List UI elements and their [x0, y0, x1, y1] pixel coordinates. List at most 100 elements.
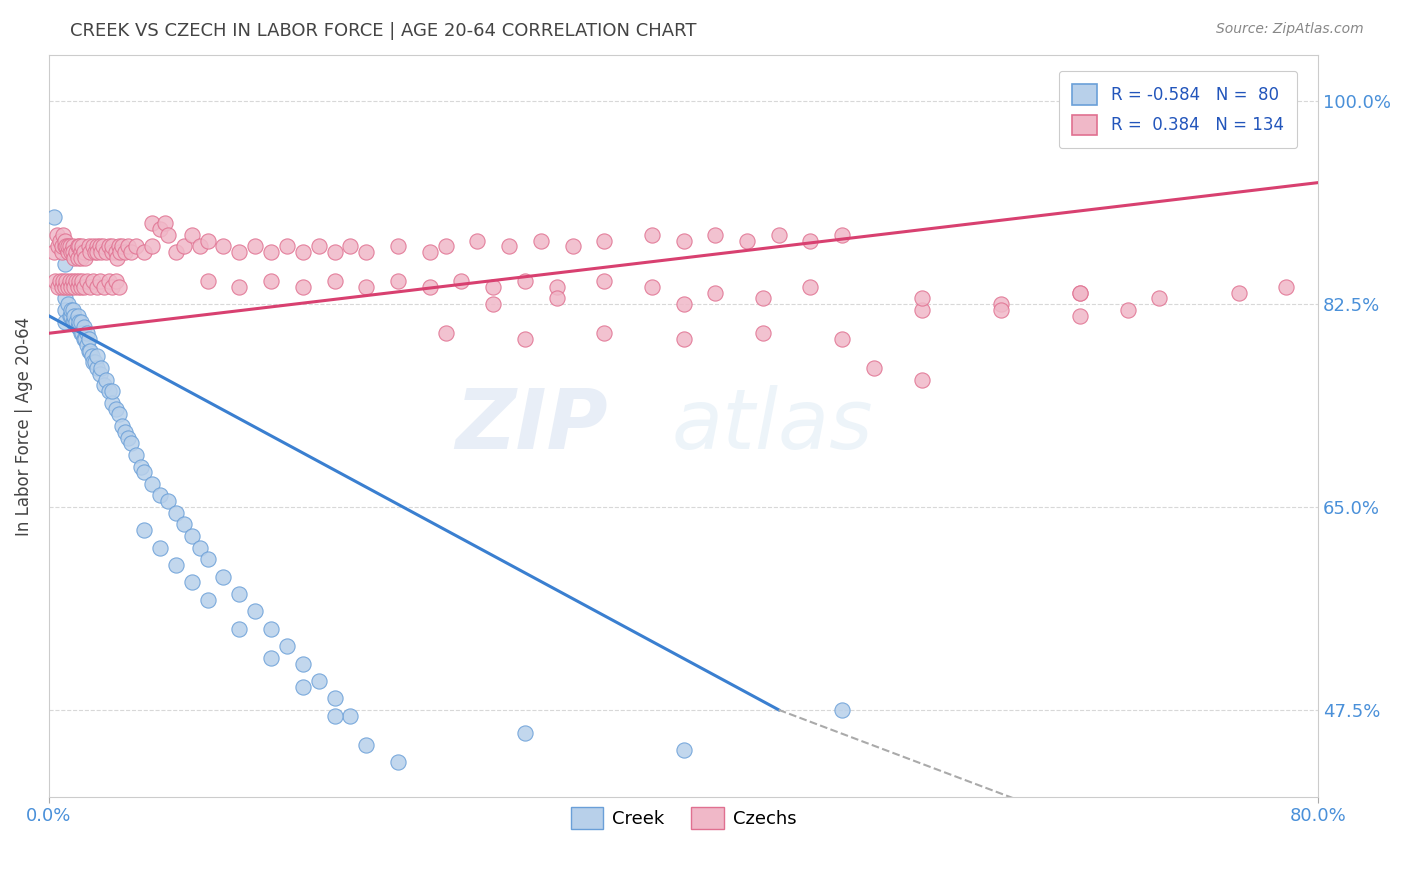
Point — [165, 506, 187, 520]
Point — [63, 315, 86, 329]
Point — [79, 245, 101, 260]
Point — [228, 280, 250, 294]
Point — [831, 332, 853, 346]
Point — [62, 245, 84, 260]
Point — [90, 245, 112, 260]
Point — [1180, 106, 1202, 120]
Point — [62, 274, 84, 288]
Point — [593, 274, 616, 288]
Point — [704, 285, 727, 300]
Point — [80, 350, 103, 364]
Point — [180, 529, 202, 543]
Point — [419, 245, 441, 260]
Point — [42, 211, 65, 225]
Point — [63, 251, 86, 265]
Point — [93, 280, 115, 294]
Point — [188, 541, 211, 555]
Point — [69, 245, 91, 260]
Point — [1069, 309, 1091, 323]
Point — [89, 367, 111, 381]
Point — [72, 239, 94, 253]
Point — [104, 274, 127, 288]
Point — [117, 431, 139, 445]
Point — [672, 743, 695, 757]
Point — [482, 297, 505, 311]
Point — [910, 292, 932, 306]
Point — [141, 216, 163, 230]
Point — [291, 245, 314, 260]
Point — [1069, 285, 1091, 300]
Point — [63, 309, 86, 323]
Point — [60, 245, 83, 260]
Point — [356, 738, 378, 752]
Point — [89, 274, 111, 288]
Point — [149, 222, 172, 236]
Point — [197, 274, 219, 288]
Point — [75, 251, 97, 265]
Text: CREEK VS CZECH IN LABOR FORCE | AGE 20-64 CORRELATION CHART: CREEK VS CZECH IN LABOR FORCE | AGE 20-6… — [70, 22, 697, 40]
Point — [86, 361, 108, 376]
Point — [69, 326, 91, 341]
Point — [125, 448, 148, 462]
Legend: Creek, Czechs: Creek, Czechs — [564, 799, 804, 836]
Point — [641, 227, 664, 242]
Point — [58, 239, 80, 253]
Point — [86, 245, 108, 260]
Point — [141, 476, 163, 491]
Point — [188, 239, 211, 253]
Point — [111, 239, 134, 253]
Point — [77, 239, 100, 253]
Point — [56, 297, 79, 311]
Point — [339, 239, 361, 253]
Point — [291, 680, 314, 694]
Point — [107, 239, 129, 253]
Point — [62, 239, 84, 253]
Point — [86, 280, 108, 294]
Point — [67, 320, 90, 334]
Point — [180, 227, 202, 242]
Point — [84, 355, 107, 369]
Point — [593, 326, 616, 341]
Point — [356, 280, 378, 294]
Point — [672, 332, 695, 346]
Point — [990, 297, 1012, 311]
Point — [53, 315, 76, 329]
Point — [82, 274, 104, 288]
Point — [910, 303, 932, 318]
Point — [62, 315, 84, 329]
Point — [53, 234, 76, 248]
Point — [67, 239, 90, 253]
Point — [165, 245, 187, 260]
Point — [752, 326, 775, 341]
Point — [98, 239, 121, 253]
Point — [245, 604, 267, 618]
Point — [228, 587, 250, 601]
Point — [77, 343, 100, 358]
Point — [197, 592, 219, 607]
Point — [58, 274, 80, 288]
Point — [56, 245, 79, 260]
Text: ZIP: ZIP — [456, 385, 607, 467]
Point — [260, 622, 283, 636]
Text: Source: ZipAtlas.com: Source: ZipAtlas.com — [1216, 22, 1364, 37]
Point — [91, 239, 114, 253]
Point — [73, 320, 96, 334]
Point — [134, 466, 156, 480]
Point — [141, 239, 163, 253]
Point — [308, 239, 330, 253]
Point — [53, 303, 76, 318]
Point — [73, 332, 96, 346]
Point — [465, 234, 488, 248]
Point — [111, 419, 134, 434]
Point — [86, 350, 108, 364]
Point — [66, 320, 89, 334]
Point — [76, 326, 98, 341]
Point — [513, 726, 536, 740]
Point — [197, 234, 219, 248]
Point — [197, 552, 219, 566]
Point — [260, 274, 283, 288]
Point — [1149, 292, 1171, 306]
Point — [212, 239, 235, 253]
Point — [1227, 285, 1250, 300]
Point — [101, 384, 124, 399]
